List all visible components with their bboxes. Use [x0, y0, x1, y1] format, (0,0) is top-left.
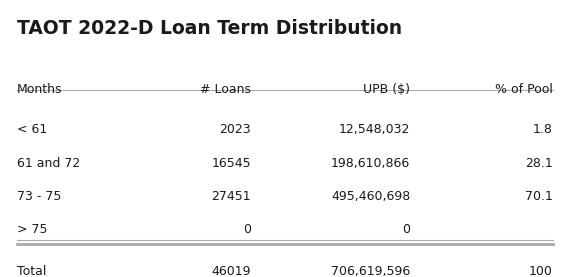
Text: 73 - 75: 73 - 75: [17, 190, 62, 203]
Text: 27451: 27451: [211, 190, 251, 203]
Text: Total: Total: [17, 265, 47, 277]
Text: # Loans: # Loans: [200, 83, 251, 96]
Text: TAOT 2022-D Loan Term Distribution: TAOT 2022-D Loan Term Distribution: [17, 19, 402, 39]
Text: 100: 100: [529, 265, 553, 277]
Text: 198,610,866: 198,610,866: [331, 157, 410, 170]
Text: Months: Months: [17, 83, 63, 96]
Text: 16545: 16545: [211, 157, 251, 170]
Text: 2023: 2023: [219, 123, 251, 136]
Text: % of Pool: % of Pool: [495, 83, 553, 96]
Text: 70.1: 70.1: [525, 190, 553, 203]
Text: 28.1: 28.1: [525, 157, 553, 170]
Text: < 61: < 61: [17, 123, 47, 136]
Text: 706,619,596: 706,619,596: [331, 265, 410, 277]
Text: 0: 0: [402, 223, 410, 236]
Text: UPB ($): UPB ($): [364, 83, 410, 96]
Text: 1.8: 1.8: [533, 123, 553, 136]
Text: 46019: 46019: [211, 265, 251, 277]
Text: 12,548,032: 12,548,032: [339, 123, 410, 136]
Text: 61 and 72: 61 and 72: [17, 157, 80, 170]
Text: 0: 0: [243, 223, 251, 236]
Text: 495,460,698: 495,460,698: [331, 190, 410, 203]
Text: > 75: > 75: [17, 223, 48, 236]
